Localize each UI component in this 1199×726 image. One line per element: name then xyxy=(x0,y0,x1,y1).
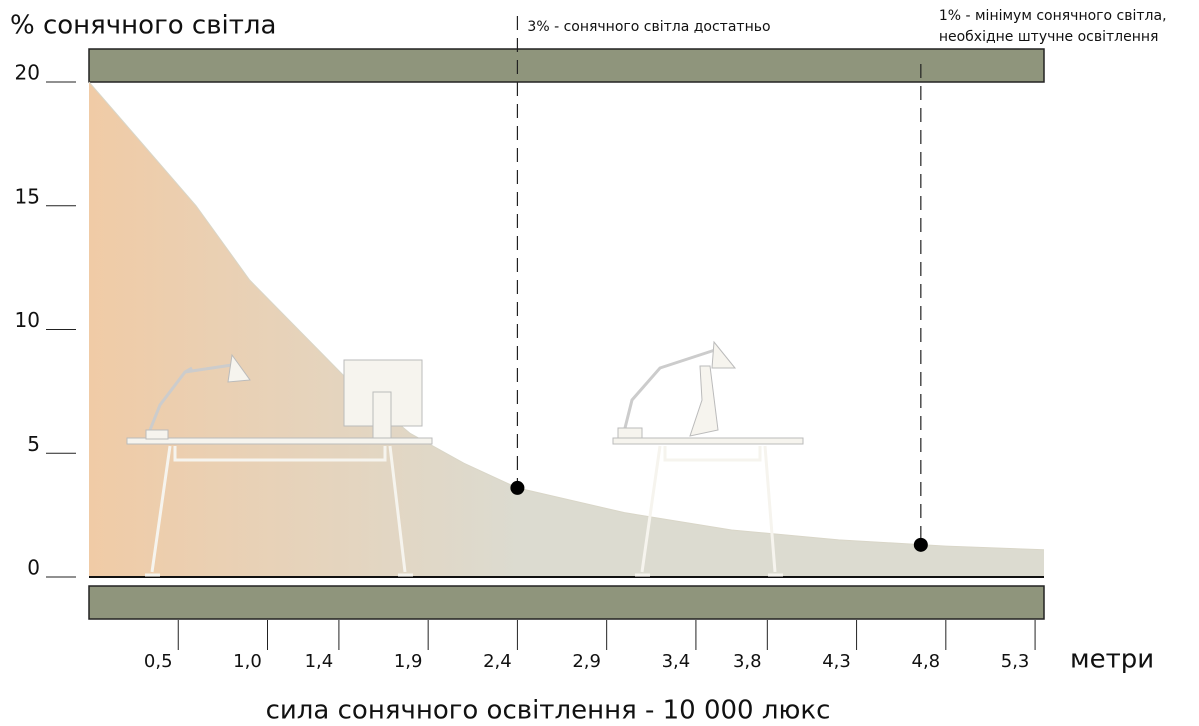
chart-title: % сонячного світла xyxy=(10,11,276,41)
x-tick-label: 1,0 xyxy=(233,651,262,672)
x-tick-label: 3,8 xyxy=(733,651,762,672)
x-tick-label: 4,3 xyxy=(822,651,851,672)
floor xyxy=(88,585,1045,620)
x-tick-label: 2,9 xyxy=(572,651,601,672)
y-tick-label: 5 xyxy=(27,432,40,456)
x-axis-label: метри xyxy=(1070,645,1154,675)
annotation: необхідне штучне освітлення xyxy=(939,29,1159,45)
subtitle: сила сонячного освітлення - 10 000 люкс xyxy=(266,696,831,726)
x-tick-label: 1,4 xyxy=(305,651,334,672)
y-tick-label: 0 xyxy=(27,556,40,580)
ceiling xyxy=(88,48,1045,83)
x-tick-label: 3,4 xyxy=(662,651,691,672)
x-tick-label: 0,5 xyxy=(144,651,173,672)
marker-dot xyxy=(510,480,525,495)
annotation: 1% - мінімум сонячного світла, xyxy=(939,8,1167,24)
y-tick-label: 15 xyxy=(15,184,40,208)
y-tick-label: 20 xyxy=(15,61,40,85)
x-tick-label: 5,3 xyxy=(1001,651,1030,672)
y-tick-label: 10 xyxy=(15,308,40,332)
area-layer xyxy=(88,81,1045,577)
x-tick-label: 1,9 xyxy=(394,651,423,672)
area xyxy=(89,82,1044,577)
annotation: 3% - сонячного світла достатньо xyxy=(527,19,770,35)
curve xyxy=(88,81,1045,551)
marker-dot xyxy=(913,537,928,552)
x-tick-label: 4,8 xyxy=(912,651,941,672)
x-tick-label: 2,4 xyxy=(483,651,512,672)
furniture xyxy=(126,340,804,577)
